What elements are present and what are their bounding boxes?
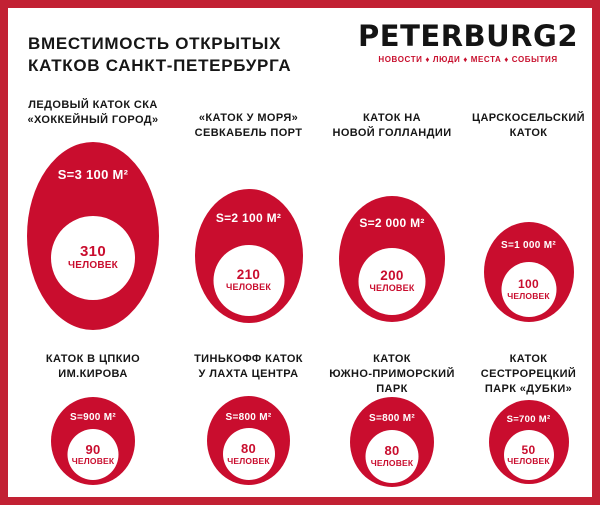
rink-area-bubble: S=700 М² 50 ЧЕЛОВЕК bbox=[488, 400, 569, 484]
rink-area-bubble: S=800 М² 80 ЧЕЛОВЕК bbox=[207, 396, 290, 485]
rink-area-label: S=900 М² bbox=[69, 412, 117, 423]
rink-card-dubki: КАТОК СЕСТРОРЕЦКИЙ ПАРК «ДУБКИ» S=700 М²… bbox=[465, 350, 592, 497]
rink-area-bubble: S=800 М² 80 ЧЕЛОВЕК bbox=[350, 396, 434, 487]
rink-card-tinkoff-lakhta: ТИНЬКОФФ КАТОК У ЛАХТА ЦЕНТРА S=800 М² 8… bbox=[178, 350, 319, 497]
rink-capacity-value: 90 bbox=[85, 441, 101, 457]
rink-capacity-value: 50 bbox=[521, 442, 536, 457]
rink-capacity-value: 210 bbox=[236, 267, 261, 283]
rink-area-label: S=700 М² bbox=[506, 414, 551, 425]
rink-area-bubble: S=900 М² 90 ЧЕЛОВЕК bbox=[51, 397, 135, 485]
rink-title: ЛЕДОВЫЙ КАТОК СКА «ХОККЕЙНЫЙ ГОРОД» bbox=[27, 99, 159, 126]
rink-card-yuzhno-primorsky: КАТОК ЮЖНО-ПРИМОРСКИЙ ПАРК S=800 М² 80 Ч… bbox=[319, 350, 465, 497]
rink-area-label: S=1 000 М² bbox=[501, 240, 556, 251]
rink-capacity-value: 80 bbox=[240, 441, 257, 457]
rink-capacity-unit: ЧЕЛОВЕК bbox=[71, 456, 115, 467]
rink-title: ЦАРСКОСЕЛЬСКИЙ КАТОК bbox=[472, 112, 585, 139]
rink-card-tsarskoselsky: ЦАРСКОСЕЛЬСКИЙ КАТОК S=1 000 М² 100 ЧЕЛО… bbox=[465, 98, 592, 335]
rink-title: КАТОК В ЦПКИО ИМ.КИРОВА bbox=[45, 353, 141, 380]
rink-capacity-unit: ЧЕЛОВЕК bbox=[370, 457, 414, 468]
rink-area-label: S=800 М² bbox=[225, 412, 272, 423]
rink-card-ska: ЛЕДОВЫЙ КАТОК СКА «ХОККЕЙНЫЙ ГОРОД» S=3 … bbox=[8, 98, 178, 335]
rink-capacity-value: 80 bbox=[384, 443, 400, 459]
rink-capacity-circle: 90 ЧЕЛОВЕК bbox=[67, 429, 119, 480]
rink-capacity-circle: 200 ЧЕЛОВЕК bbox=[358, 248, 426, 315]
rink-capacity-value: 310 bbox=[80, 243, 106, 261]
rink-capacity-circle: 310 ЧЕЛОВЕК bbox=[51, 216, 135, 300]
rink-capacity-value: 100 bbox=[518, 277, 539, 292]
rink-area-bubble: S=1 000 М² 100 ЧЕЛОВЕК bbox=[483, 222, 574, 322]
rink-capacity-unit: ЧЕЛОВЕК bbox=[369, 283, 415, 294]
rink-area-label: S=2 100 М² bbox=[215, 211, 282, 225]
rink-area-label: S=2 000 М² bbox=[359, 216, 425, 230]
rink-title: КАТОК НА НОВОЙ ГОЛЛАНДИИ bbox=[332, 112, 452, 139]
rink-area-label: S=800 М² bbox=[368, 412, 416, 424]
rink-title: ТИНЬКОФФ КАТОК У ЛАХТА ЦЕНТРА bbox=[194, 353, 303, 380]
page-title: ВМЕСТИМОСТЬ ОТКРЫТЫХ КАТКОВ САНКТ-ПЕТЕРБ… bbox=[28, 34, 292, 76]
rink-capacity-unit: ЧЕЛОВЕК bbox=[225, 282, 272, 293]
rink-card-cpkio: КАТОК В ЦПКИО ИМ.КИРОВА S=900 М² 90 ЧЕЛО… bbox=[8, 350, 178, 497]
peterburg2-logo: PETERBURG2 НОВОСТИ ♦ ЛЮДИ ♦ МЕСТА ♦ СОБЫ… bbox=[358, 19, 578, 64]
rink-card-new-holland: КАТОК НА НОВОЙ ГОЛЛАНДИИ S=2 000 М² 200 … bbox=[319, 98, 465, 335]
rink-capacity-circle: 100 ЧЕЛОВЕК bbox=[501, 262, 556, 317]
logo-tagline: НОВОСТИ ♦ ЛЮДИ ♦ МЕСТА ♦ СОБЫТИЯ bbox=[378, 54, 558, 64]
rink-title: «КАТОК У МОРЯ» СЕВКАБЕЛЬ ПОРТ bbox=[194, 112, 303, 139]
rink-capacity-circle: 50 ЧЕЛОВЕК bbox=[503, 430, 554, 480]
rink-area-bubble: S=2 100 М² 210 ЧЕЛОВЕК bbox=[194, 189, 303, 323]
rink-area-label: S=3 100 М² bbox=[57, 167, 129, 182]
rink-capacity-value: 200 bbox=[380, 268, 404, 284]
rink-capacity-unit: ЧЕЛОВЕК bbox=[507, 456, 550, 467]
rink-capacity-unit: ЧЕЛОВЕК bbox=[227, 455, 270, 466]
rink-capacity-circle: 80 ЧЕЛОВЕК bbox=[365, 429, 419, 483]
rink-capacity-circle: 210 ЧЕЛОВЕК bbox=[213, 245, 284, 316]
rink-area-bubble: S=2 000 М² 200 ЧЕЛОВЕК bbox=[339, 196, 445, 322]
header: ВМЕСТИМОСТЬ ОТКРЫТЫХ КАТКОВ САНКТ-ПЕТЕРБ… bbox=[8, 8, 592, 98]
rink-card-sevkabel: «КАТОК У МОРЯ» СЕВКАБЕЛЬ ПОРТ S=2 100 М²… bbox=[178, 98, 319, 335]
rink-area-bubble: S=3 100 М² 310 ЧЕЛОВЕК bbox=[27, 142, 159, 330]
rink-title: КАТОК ЮЖНО-ПРИМОРСКИЙ ПАРК bbox=[329, 353, 455, 395]
rink-capacity-unit: ЧЕЛОВЕК bbox=[68, 259, 118, 271]
rink-capacity-unit: ЧЕЛОВЕК bbox=[507, 290, 550, 301]
rink-title: КАТОК СЕСТРОРЕЦКИЙ ПАРК «ДУБКИ» bbox=[480, 353, 577, 395]
rinks-grid: ЛЕДОВЫЙ КАТОК СКА «ХОККЕЙНЫЙ ГОРОД» S=3 … bbox=[8, 98, 592, 497]
logo-brand-text: PETERBURG2 bbox=[358, 19, 578, 53]
rink-capacity-circle: 80 ЧЕЛОВЕК bbox=[222, 428, 275, 480]
